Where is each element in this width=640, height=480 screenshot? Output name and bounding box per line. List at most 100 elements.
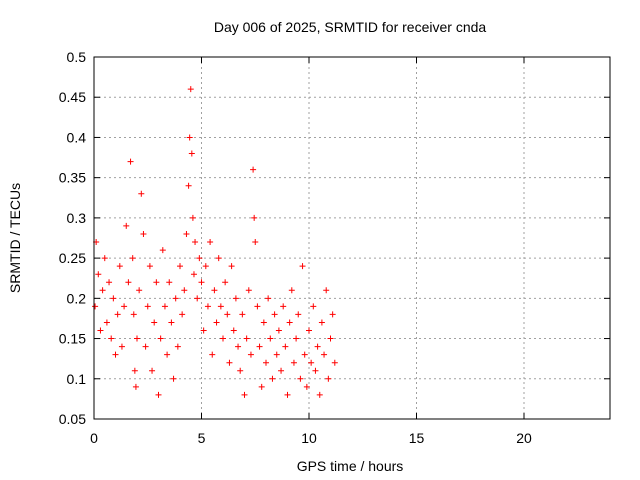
data-point: [121, 303, 128, 310]
data-point: [267, 335, 274, 342]
y-tick-label: 0.4: [67, 129, 87, 145]
data-point: [174, 343, 181, 350]
data-point: [144, 303, 151, 310]
data-point: [101, 255, 108, 262]
data-points: [92, 86, 338, 398]
data-point: [188, 150, 195, 157]
grid-lines: [94, 57, 610, 419]
data-point: [293, 335, 300, 342]
data-point: [275, 327, 282, 334]
data-point: [138, 190, 145, 197]
data-point: [194, 295, 201, 302]
data-point: [331, 359, 338, 366]
data-point: [106, 279, 113, 286]
data-point: [155, 391, 162, 398]
y-tick-label: 0.5: [67, 49, 87, 65]
data-point: [301, 351, 308, 358]
data-point: [108, 335, 115, 342]
data-point: [241, 391, 248, 398]
data-point: [99, 287, 106, 294]
data-point: [273, 351, 280, 358]
data-point: [166, 279, 173, 286]
data-point: [271, 311, 278, 318]
data-point: [235, 343, 242, 350]
data-point: [280, 303, 287, 310]
data-point: [134, 335, 140, 342]
x-tick-label: 15: [409, 430, 425, 446]
data-point: [125, 279, 132, 286]
data-point: [318, 319, 325, 326]
data-point: [189, 214, 196, 221]
data-point: [323, 287, 330, 294]
data-point: [226, 359, 233, 366]
data-point: [181, 287, 188, 294]
data-point: [312, 367, 319, 374]
data-point: [232, 295, 239, 302]
data-point: [220, 335, 226, 342]
data-point: [278, 367, 285, 374]
data-point: [224, 311, 231, 318]
data-point: [245, 287, 252, 294]
data-point: [153, 279, 160, 286]
data-point: [252, 239, 259, 246]
data-point: [308, 359, 315, 366]
data-point: [251, 214, 258, 221]
data-point: [282, 343, 289, 350]
data-point: [290, 359, 297, 366]
x-tick-label: 0: [90, 430, 98, 446]
y-tick-label: 0.1: [67, 371, 87, 387]
data-point: [230, 327, 237, 334]
data-point: [196, 255, 203, 262]
data-point: [265, 295, 272, 302]
y-tick-label: 0.15: [59, 331, 86, 347]
y-tick-label: 0.05: [59, 411, 86, 427]
data-point: [204, 303, 211, 310]
y-tick-label: 0.2: [67, 290, 87, 306]
data-point: [295, 311, 302, 318]
data-point: [256, 343, 263, 350]
data-point: [190, 271, 197, 278]
data-point: [179, 311, 186, 318]
data-point: [243, 335, 250, 342]
data-point: [228, 263, 235, 270]
data-point: [114, 311, 121, 318]
data-point: [168, 319, 175, 326]
data-point: [146, 263, 153, 270]
data-point: [325, 375, 332, 382]
data-point: [92, 303, 99, 310]
chart-title: Day 006 of 2025, SRMTID for receiver cnd…: [214, 19, 487, 35]
data-point: [112, 351, 119, 358]
data-point: [213, 319, 220, 326]
data-point: [127, 158, 134, 165]
data-point: [185, 182, 192, 189]
data-point: [187, 86, 194, 93]
data-point: [159, 247, 166, 254]
y-tick-label: 0.3: [67, 210, 87, 226]
data-point: [299, 263, 306, 270]
y-tick-label: 0.25: [59, 250, 86, 266]
y-tick-labels: 0.05 0.1 0.15 0.2 0.25 0.3 0.35 0.4 0.45 0.5: [59, 49, 86, 427]
data-point: [239, 311, 246, 318]
plot-frame: [93, 56, 611, 420]
data-point: [269, 375, 276, 382]
data-point: [186, 134, 193, 141]
x-tick-label: 20: [516, 430, 532, 446]
data-point: [303, 383, 310, 390]
data-point: [149, 367, 156, 374]
data-point: [170, 375, 177, 382]
data-point: [254, 303, 261, 310]
data-point: [123, 222, 130, 229]
data-point: [263, 359, 269, 366]
x-tick-label: 5: [198, 430, 206, 446]
data-point: [284, 391, 291, 398]
data-point: [327, 335, 334, 342]
axis-ticks: [93, 56, 610, 420]
data-point: [297, 375, 304, 382]
data-point: [192, 239, 199, 246]
data-point: [172, 295, 179, 302]
data-point: [130, 311, 137, 318]
data-point: [321, 351, 328, 358]
data-point: [151, 319, 158, 326]
data-point: [260, 319, 267, 326]
y-tick-label: 0.35: [59, 170, 86, 186]
